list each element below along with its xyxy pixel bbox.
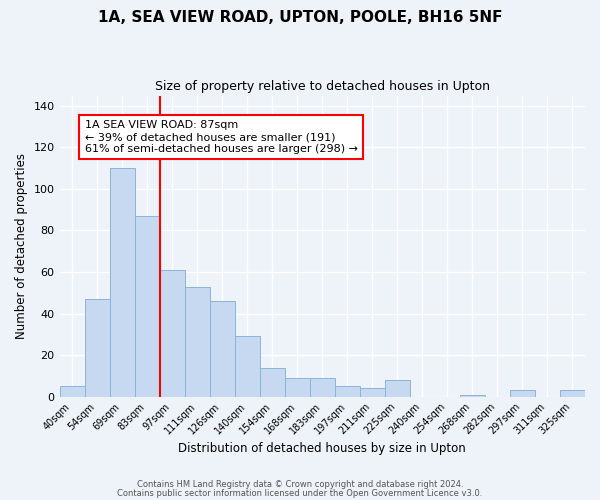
Bar — [285, 378, 310, 396]
Bar — [385, 380, 410, 396]
Bar — [560, 390, 585, 396]
Y-axis label: Number of detached properties: Number of detached properties — [15, 153, 28, 339]
Bar — [510, 390, 535, 396]
Bar — [460, 394, 485, 396]
Bar — [209, 301, 235, 396]
Bar — [134, 216, 160, 396]
Bar — [185, 286, 209, 397]
Text: 1A SEA VIEW ROAD: 87sqm
← 39% of detached houses are smaller (191)
61% of semi-d: 1A SEA VIEW ROAD: 87sqm ← 39% of detache… — [85, 120, 358, 154]
Bar — [310, 378, 335, 396]
Text: 1A, SEA VIEW ROAD, UPTON, POOLE, BH16 5NF: 1A, SEA VIEW ROAD, UPTON, POOLE, BH16 5N… — [98, 10, 502, 25]
Text: Contains HM Land Registry data © Crown copyright and database right 2024.: Contains HM Land Registry data © Crown c… — [137, 480, 463, 489]
Bar — [360, 388, 385, 396]
Bar — [235, 336, 260, 396]
Bar — [260, 368, 285, 396]
X-axis label: Distribution of detached houses by size in Upton: Distribution of detached houses by size … — [178, 442, 466, 455]
Title: Size of property relative to detached houses in Upton: Size of property relative to detached ho… — [155, 80, 490, 93]
Text: Contains public sector information licensed under the Open Government Licence v3: Contains public sector information licen… — [118, 489, 482, 498]
Bar — [85, 299, 110, 396]
Bar — [59, 386, 85, 396]
Bar — [335, 386, 360, 396]
Bar — [110, 168, 134, 396]
Bar — [160, 270, 185, 396]
